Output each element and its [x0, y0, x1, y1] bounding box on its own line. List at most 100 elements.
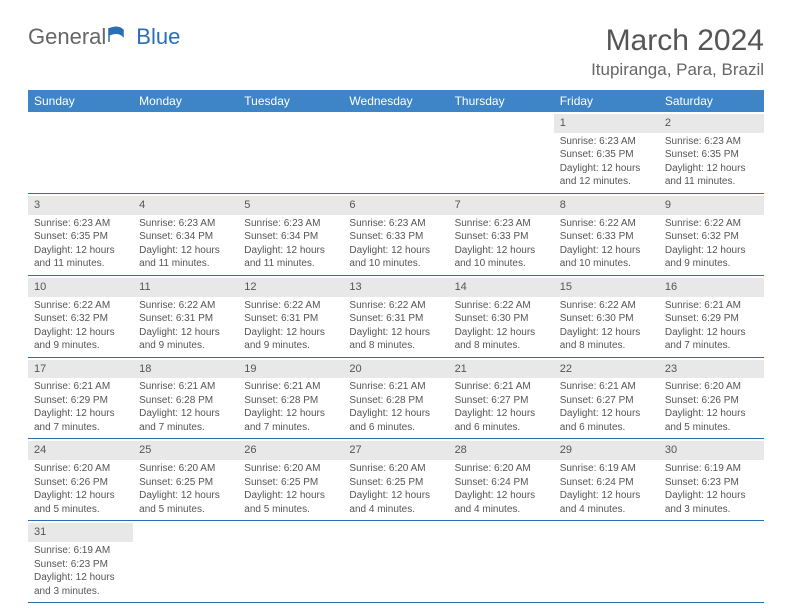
day-detail-line: and 3 minutes. [665, 503, 758, 517]
calendar-cell [133, 521, 238, 603]
calendar-cell: 1 Sunrise: 6:23 AMSunset: 6:35 PMDaylight… [554, 112, 659, 193]
day-detail-line: Daylight: 12 hours [455, 244, 548, 258]
day-detail-line: Sunrise: 6:22 AM [139, 299, 232, 313]
day-detail-line: Daylight: 12 hours [349, 407, 442, 421]
day-detail-line: Sunset: 6:35 PM [34, 230, 127, 244]
calendar-cell: 31Sunrise: 6:19 AMSunset: 6:23 PMDayligh… [28, 521, 133, 603]
day-detail-line: Sunset: 6:32 PM [34, 312, 127, 326]
calendar-cell: 23Sunrise: 6:20 AMSunset: 6:26 PMDayligh… [659, 357, 764, 439]
calendar-row: 31Sunrise: 6:19 AMSunset: 6:23 PMDayligh… [28, 521, 764, 603]
calendar-cell: 7Sunrise: 6:23 AMSunset: 6:33 PMDaylight… [449, 193, 554, 275]
day-detail-line: and 4 minutes. [349, 503, 442, 517]
day-detail-line: Sunrise: 6:20 AM [349, 462, 442, 476]
day-detail-line: Sunset: 6:32 PM [665, 230, 758, 244]
day-detail-line: Sunset: 6:28 PM [349, 394, 442, 408]
day-detail-line: Daylight: 12 hours [244, 244, 337, 258]
day-detail-line: Daylight: 12 hours [34, 407, 127, 421]
weekday-header: Tuesday [238, 90, 343, 112]
calendar-cell [343, 521, 448, 603]
day-detail-line: Sunrise: 6:23 AM [34, 217, 127, 231]
day-detail-line: Sunrise: 6:20 AM [455, 462, 548, 476]
logo: General Blue [28, 24, 180, 50]
day-detail-line: Sunrise: 6:22 AM [560, 217, 653, 231]
day-detail-line: Sunset: 6:23 PM [665, 476, 758, 490]
day-detail-line: Daylight: 12 hours [139, 244, 232, 258]
day-detail-line: and 9 minutes. [139, 339, 232, 353]
day-detail-line: Sunset: 6:28 PM [244, 394, 337, 408]
day-detail-line: Sunset: 6:26 PM [665, 394, 758, 408]
calendar-cell [554, 521, 659, 603]
day-detail-line: Daylight: 12 hours [34, 244, 127, 258]
day-detail-line: and 11 minutes. [34, 257, 127, 271]
calendar-cell: 6Sunrise: 6:23 AMSunset: 6:33 PMDaylight… [343, 193, 448, 275]
day-detail-line: and 8 minutes. [560, 339, 653, 353]
day-detail-line: Sunrise: 6:21 AM [34, 380, 127, 394]
day-number: 31 [28, 523, 133, 542]
day-detail-line: Sunset: 6:33 PM [560, 230, 653, 244]
day-number: 28 [449, 441, 554, 460]
day-detail-line: Sunset: 6:35 PM [560, 148, 653, 162]
day-detail-line: Daylight: 12 hours [349, 244, 442, 258]
weekday-header: Sunday [28, 90, 133, 112]
day-detail-line: Sunset: 6:24 PM [455, 476, 548, 490]
day-detail-line: Daylight: 12 hours [34, 489, 127, 503]
day-number: 20 [343, 360, 448, 379]
day-detail-line: Sunrise: 6:20 AM [244, 462, 337, 476]
day-detail-line: and 10 minutes. [455, 257, 548, 271]
calendar-cell: 3 Sunrise: 6:23 AMSunset: 6:35 PMDaylight… [28, 193, 133, 275]
day-detail-line: Sunrise: 6:22 AM [34, 299, 127, 313]
weekday-header: Monday [133, 90, 238, 112]
calendar-cell: 27Sunrise: 6:20 AMSunset: 6:25 PMDayligh… [343, 439, 448, 521]
day-detail-line: Daylight: 12 hours [244, 489, 337, 503]
day-detail-line: and 9 minutes. [244, 339, 337, 353]
calendar-cell: 12Sunrise: 6:22 AMSunset: 6:31 PMDayligh… [238, 275, 343, 357]
calendar-cell [343, 112, 448, 193]
day-detail-line: Sunset: 6:26 PM [34, 476, 127, 490]
day-number: 3 [28, 196, 133, 215]
day-number: 15 [554, 278, 659, 297]
day-detail-line: Sunrise: 6:21 AM [139, 380, 232, 394]
day-number: 7 [449, 196, 554, 215]
day-detail-line: Sunrise: 6:19 AM [560, 462, 653, 476]
day-detail-line: Sunset: 6:25 PM [349, 476, 442, 490]
day-detail-line: and 12 minutes. [560, 175, 653, 189]
day-detail-line: and 11 minutes. [139, 257, 232, 271]
day-number: 1 [554, 114, 659, 133]
day-detail-line: Daylight: 12 hours [665, 162, 758, 176]
day-detail-line: and 7 minutes. [34, 421, 127, 435]
day-number: 14 [449, 278, 554, 297]
day-number: 16 [659, 278, 764, 297]
day-detail-line: Daylight: 12 hours [560, 244, 653, 258]
day-detail-line: and 8 minutes. [455, 339, 548, 353]
day-detail-line: Sunset: 6:27 PM [455, 394, 548, 408]
day-detail-line: Sunrise: 6:21 AM [455, 380, 548, 394]
day-detail-line: Sunset: 6:33 PM [349, 230, 442, 244]
day-detail-line: Sunrise: 6:23 AM [560, 135, 653, 149]
day-detail-line: Daylight: 12 hours [139, 407, 232, 421]
calendar-cell: 22Sunrise: 6:21 AMSunset: 6:27 PMDayligh… [554, 357, 659, 439]
day-detail-line: Daylight: 12 hours [455, 326, 548, 340]
day-detail-line: and 6 minutes. [349, 421, 442, 435]
weekday-header: Wednesday [343, 90, 448, 112]
calendar-cell: 21Sunrise: 6:21 AMSunset: 6:27 PMDayligh… [449, 357, 554, 439]
day-detail-line: and 9 minutes. [34, 339, 127, 353]
calendar-row: 17Sunrise: 6:21 AMSunset: 6:29 PMDayligh… [28, 357, 764, 439]
calendar-cell [133, 112, 238, 193]
day-detail-line: and 10 minutes. [349, 257, 442, 271]
calendar-cell: 9Sunrise: 6:22 AMSunset: 6:32 PMDaylight… [659, 193, 764, 275]
day-detail-line: Daylight: 12 hours [139, 326, 232, 340]
day-number: 19 [238, 360, 343, 379]
calendar-cell: 25Sunrise: 6:20 AMSunset: 6:25 PMDayligh… [133, 439, 238, 521]
calendar-cell [28, 112, 133, 193]
day-detail-line: and 5 minutes. [139, 503, 232, 517]
calendar-cell: 15Sunrise: 6:22 AMSunset: 6:30 PMDayligh… [554, 275, 659, 357]
day-detail-line: Sunrise: 6:22 AM [244, 299, 337, 313]
calendar-cell: 18Sunrise: 6:21 AMSunset: 6:28 PMDayligh… [133, 357, 238, 439]
day-detail-line: Sunset: 6:28 PM [139, 394, 232, 408]
calendar-cell [659, 521, 764, 603]
day-detail-line: Sunset: 6:24 PM [560, 476, 653, 490]
calendar-cell: 11Sunrise: 6:22 AMSunset: 6:31 PMDayligh… [133, 275, 238, 357]
day-detail-line: and 4 minutes. [455, 503, 548, 517]
day-detail-line: Daylight: 12 hours [560, 326, 653, 340]
day-detail-line: Daylight: 12 hours [560, 162, 653, 176]
